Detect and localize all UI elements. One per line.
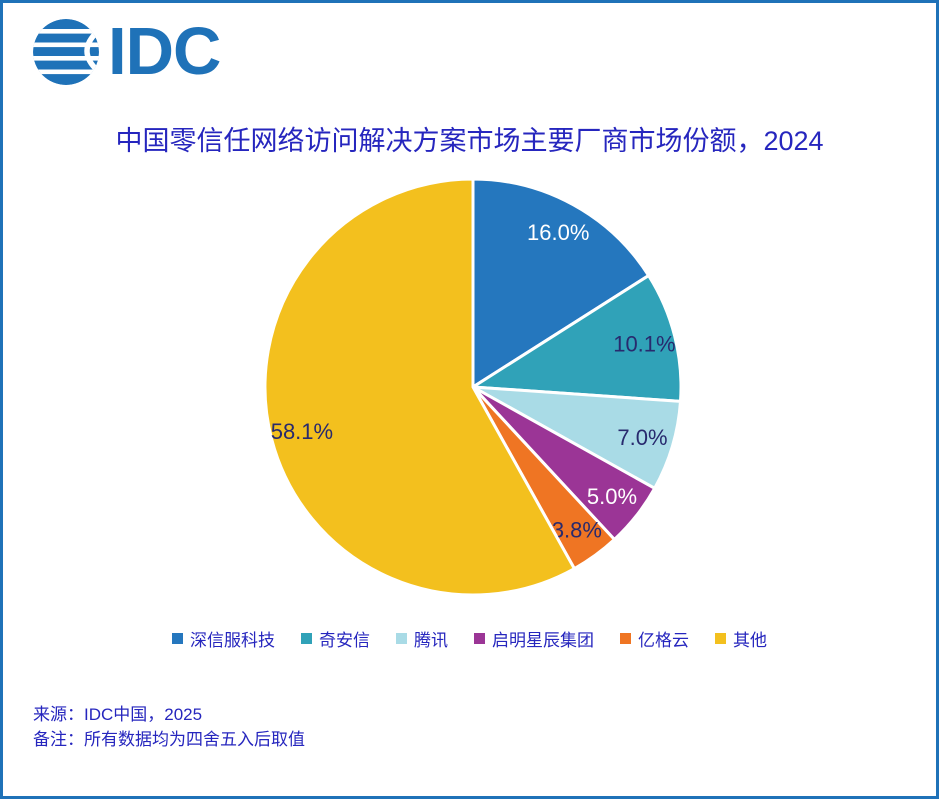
idc-globe-icon xyxy=(33,19,99,85)
chart-footnotes: 来源：IDC中国，2025 备注：所有数据均为四舍五入后取值 xyxy=(33,702,305,752)
idc-logo: IDC xyxy=(33,14,221,89)
legend-marker-icon xyxy=(474,633,485,644)
chart-legend: 深信服科技 奇安信 腾讯 启明星辰集团 亿格云 其他 xyxy=(3,626,936,651)
legend-item-2: 奇安信 xyxy=(301,626,370,651)
legend-label: 深信服科技 xyxy=(190,631,275,650)
legend-marker-icon xyxy=(301,633,312,644)
legend-marker-icon xyxy=(620,633,631,644)
pie-value-label-2: 10.1% xyxy=(613,331,675,356)
legend-item-4: 启明星辰集团 xyxy=(474,626,594,651)
legend-item-5: 亿格云 xyxy=(620,626,689,651)
legend-marker-icon xyxy=(172,633,183,644)
pie-value-label-3: 7.0% xyxy=(617,425,667,450)
legend-label: 腾讯 xyxy=(414,631,448,650)
legend-label: 其他 xyxy=(733,631,767,650)
pie-value-label-4: 5.0% xyxy=(587,484,637,509)
legend-item-6: 其他 xyxy=(715,626,767,651)
pie-slice-6 xyxy=(263,177,576,597)
idc-logo-text: IDC xyxy=(108,14,221,89)
pie-chart: 16.0% 10.1% 7.0% 5.0% 3.8% 58.1% xyxy=(263,177,683,597)
legend-label: 亿格云 xyxy=(638,631,689,650)
legend-marker-icon xyxy=(715,633,726,644)
chart-title: 中国零信任网络访问解决方案市场主要厂商市场份额，2024 xyxy=(115,126,824,156)
pie-slice-1 xyxy=(471,177,651,389)
pie-value-label-6: 58.1% xyxy=(271,419,333,444)
pie-value-label-1: 16.0% xyxy=(527,220,589,245)
pie-value-label-5: 3.8% xyxy=(552,518,602,543)
legend-label: 奇安信 xyxy=(319,631,370,650)
legend-marker-icon xyxy=(396,633,407,644)
legend-item-1: 深信服科技 xyxy=(172,626,275,651)
rounding-note: 备注：所有数据均为四舍五入后取值 xyxy=(33,730,305,749)
legend-item-3: 腾讯 xyxy=(396,626,448,651)
pie-slice-2 xyxy=(471,274,683,403)
legend-label: 启明星辰集团 xyxy=(492,631,594,650)
source-note: 来源：IDC中国，2025 xyxy=(33,705,203,724)
